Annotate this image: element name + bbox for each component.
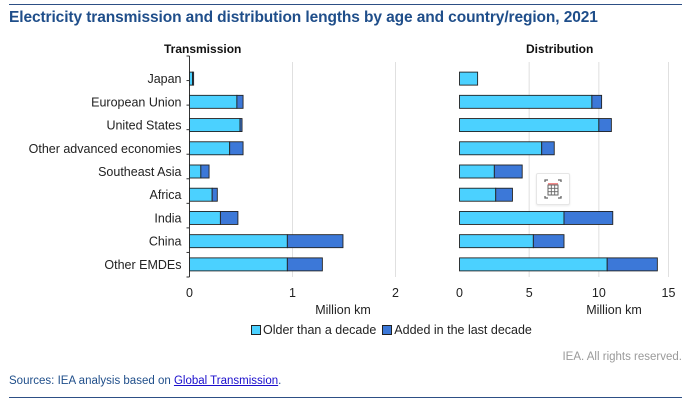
legend: Older than a decade Added in the last de… — [251, 323, 532, 337]
table-view-button[interactable] — [536, 173, 570, 205]
transmission-panel-title: Transmission — [164, 42, 242, 56]
distribution-bar-added — [541, 141, 555, 156]
credit-text: IEA. All rights reserved. — [562, 351, 682, 363]
source-prefix: Sources: IEA analysis based on — [9, 375, 174, 387]
distribution-bar-added — [563, 210, 614, 225]
distribution-bar-older — [459, 94, 593, 109]
chart-title: Electricity transmission and distributio… — [9, 9, 598, 26]
category-label: India — [154, 211, 181, 225]
transmission-bar-older — [189, 210, 221, 225]
category-label: Other EMDEs — [104, 258, 181, 272]
distribution-tick-label: 5 — [526, 286, 533, 300]
legend-item-added: Added in the last decade — [382, 323, 532, 337]
transmission-bar-added — [236, 94, 244, 109]
distribution-bar-older — [459, 234, 534, 249]
distribution-bar-added — [532, 234, 565, 249]
transmission-bar-added — [286, 257, 323, 272]
transmission-bar-older — [189, 164, 202, 179]
legend-item-older: Older than a decade — [251, 323, 376, 337]
distribution-bar-older — [459, 257, 608, 272]
distribution-bar-older — [459, 210, 565, 225]
transmission-bar-added — [200, 164, 210, 179]
distribution-bar-older — [459, 71, 479, 86]
distribution-bar-older — [459, 164, 495, 179]
top-rule — [9, 4, 682, 5]
transmission-bar-older — [189, 234, 288, 249]
transmission-bar-older — [189, 118, 241, 133]
transmission-bar-added — [219, 210, 239, 225]
transmission-bar-added — [229, 141, 244, 156]
distribution-bar-older — [459, 141, 543, 156]
category-label: Africa — [150, 188, 182, 202]
transmission-bar-older — [189, 94, 238, 109]
transmission-bar-older — [189, 71, 194, 86]
source-note: Sources: IEA analysis based on Global Tr… — [9, 375, 281, 387]
transmission-bar-added — [211, 187, 218, 202]
transmission-bar-added — [286, 234, 344, 249]
distribution-tick-label: 0 — [456, 286, 463, 300]
legend-label-older: Older than a decade — [263, 323, 377, 337]
distribution-bar-older — [459, 118, 600, 133]
source-suffix: . — [278, 375, 282, 387]
transmission-x-axis-label: Million km — [315, 303, 371, 317]
legend-swatch-older — [251, 325, 261, 335]
transmission-tick-label: 2 — [392, 286, 399, 300]
distribution-bar-added — [591, 94, 603, 109]
legend-swatch-added — [382, 325, 393, 335]
legend-label-added: Added in the last decade — [394, 323, 532, 337]
distribution-bar-added — [606, 257, 658, 272]
transmission-bar-older — [189, 187, 213, 202]
category-label: United States — [106, 119, 181, 133]
distribution-x-axis-label: Million km — [586, 303, 642, 317]
distribution-bar-added — [493, 164, 523, 179]
transmission-bar-added — [192, 71, 195, 86]
distribution-bar-added — [495, 187, 513, 202]
category-label: Southeast Asia — [98, 165, 181, 179]
bottom-rule — [9, 397, 682, 398]
distribution-tick-label: 15 — [662, 286, 676, 300]
transmission-bar-older — [189, 257, 288, 272]
category-label: European Union — [91, 95, 181, 109]
transmission-bar-older — [189, 141, 231, 156]
transmission-bar-added — [239, 118, 243, 133]
distribution-tick-label: 10 — [592, 286, 606, 300]
distribution-bar-added — [598, 118, 612, 133]
category-label: Japan — [147, 72, 181, 86]
distribution-panel-title: Distribution — [526, 42, 594, 56]
category-label: China — [149, 235, 182, 249]
distribution-bar-older — [459, 187, 497, 202]
transmission-tick-label: 0 — [186, 286, 193, 300]
transmission-tick-label: 1 — [289, 286, 296, 300]
source-link[interactable]: Global Transmission — [173, 375, 279, 387]
table-view-icon — [544, 179, 562, 199]
category-label: Other advanced economies — [29, 142, 182, 156]
